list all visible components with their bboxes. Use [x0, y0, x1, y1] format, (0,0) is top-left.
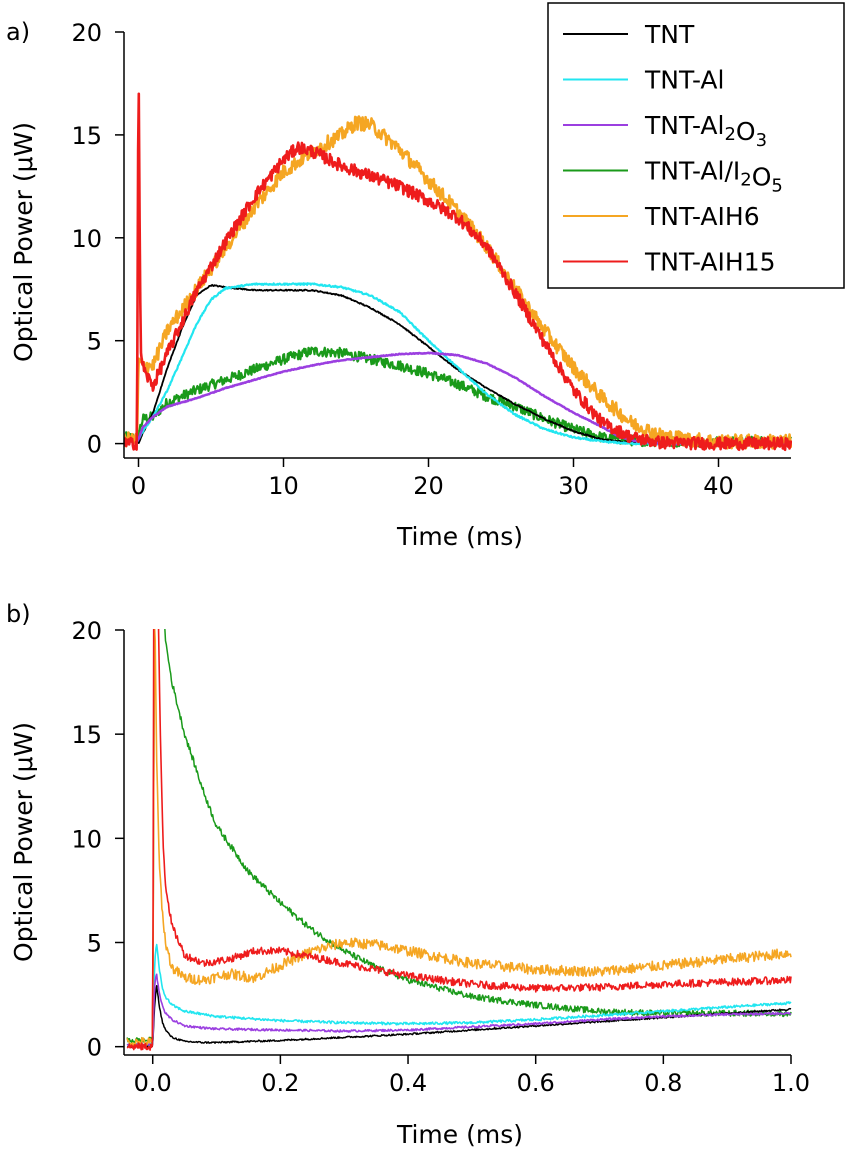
panel-a-series-tnt — [124, 283, 792, 446]
panel-b-y-tick-label: 10 — [71, 825, 102, 853]
panel-b-series-layer — [126, 629, 792, 1051]
panel-b-x-tick-label: 1.0 — [772, 1069, 810, 1097]
panel-b-x-tick-label: 0.2 — [261, 1069, 299, 1097]
legend-label-tnt-al2o3: TNT-Al2O3 — [644, 111, 767, 151]
panel-b-series-tnt-al-i2o5 — [126, 629, 792, 1044]
panel-b-y-tick-label: 5 — [87, 930, 102, 958]
legend-label-tnt-aih6: TNT-AIH6 — [644, 202, 760, 231]
panel-a-series-tnt-al-i2o5 — [124, 346, 792, 448]
panel-a-series-tnt-al — [124, 282, 792, 446]
panel-b-y-axis-label: Optical Power (μW) — [9, 722, 38, 962]
panel-a-y-tick-label: 15 — [71, 122, 102, 150]
panel-a-series-layer — [124, 92, 792, 452]
panel-a-y-tick-label: 10 — [71, 225, 102, 253]
panel-b-series-tnt-aih6 — [126, 629, 792, 1049]
panel-a-x-tick-label: 0 — [131, 472, 146, 500]
panel-a-series-tnt-aih15 — [124, 92, 792, 452]
panel-a-x-tick-label: 10 — [268, 472, 299, 500]
panel-a-y-axis-label: Optical Power (μW) — [9, 122, 38, 362]
legend: TNT TNT-Al TNT-Al2O3 TNT-Al/I2O5 TNT-AIH6 TNT… — [547, 2, 845, 289]
panel-b-x-tick-label: 0.4 — [389, 1069, 427, 1097]
panel-a-ticks: 0 10 20 30 40 0 5 10 15 20 — [71, 19, 733, 500]
panel-b-x-axis-label: Time (ms) — [396, 1120, 523, 1149]
legend-label-tnt-al-i2o5: TNT-Al/I2O5 — [644, 157, 783, 197]
panel-b-x-tick-label: 0.8 — [644, 1069, 682, 1097]
panel-a-x-tick-label: 20 — [413, 472, 444, 500]
panel-a-x-tick-label: 40 — [703, 472, 734, 500]
legend-label-tnt-aih15: TNT-AIH15 — [644, 248, 776, 277]
panel-a-x-tick-label: 30 — [558, 472, 589, 500]
panel-a-y-tick-label: 20 — [71, 19, 102, 47]
panel-b-series-tnt-aih15 — [126, 629, 792, 1051]
panel-a-y-tick-label: 5 — [87, 328, 102, 356]
panel-a-chart: a) 0 10 20 30 40 0 5 10 15 20 Time (ms) Optical P… — [6, 2, 845, 551]
panel-b-x-tick-label: 0.6 — [517, 1069, 555, 1097]
panel-b-y-tick-label: 15 — [71, 721, 102, 749]
legend-label-tnt-al: TNT-Al — [644, 66, 724, 95]
legend-label-tnt: TNT — [644, 20, 695, 49]
panel-b-label: b) — [6, 600, 31, 628]
panel-b-series-tnt-al — [126, 943, 792, 1047]
panel-b-y-tick-label: 0 — [87, 1034, 102, 1062]
panel-b-ticks: 0.0 0.2 0.4 0.6 0.8 1.0 0 5 10 15 20 — [71, 617, 810, 1097]
panel-a-label: a) — [6, 18, 30, 46]
panel-a-axes — [123, 32, 791, 459]
panel-b-axes — [123, 630, 791, 1056]
panel-a-x-axis-label: Time (ms) — [396, 522, 523, 551]
panel-b-y-tick-label: 20 — [71, 617, 102, 645]
legend-box — [547, 2, 845, 289]
panel-b-series-tnt-al2o3 — [126, 973, 792, 1047]
panel-b-x-tick-label: 0.0 — [134, 1069, 172, 1097]
panel-a-y-tick-label: 0 — [87, 431, 102, 459]
